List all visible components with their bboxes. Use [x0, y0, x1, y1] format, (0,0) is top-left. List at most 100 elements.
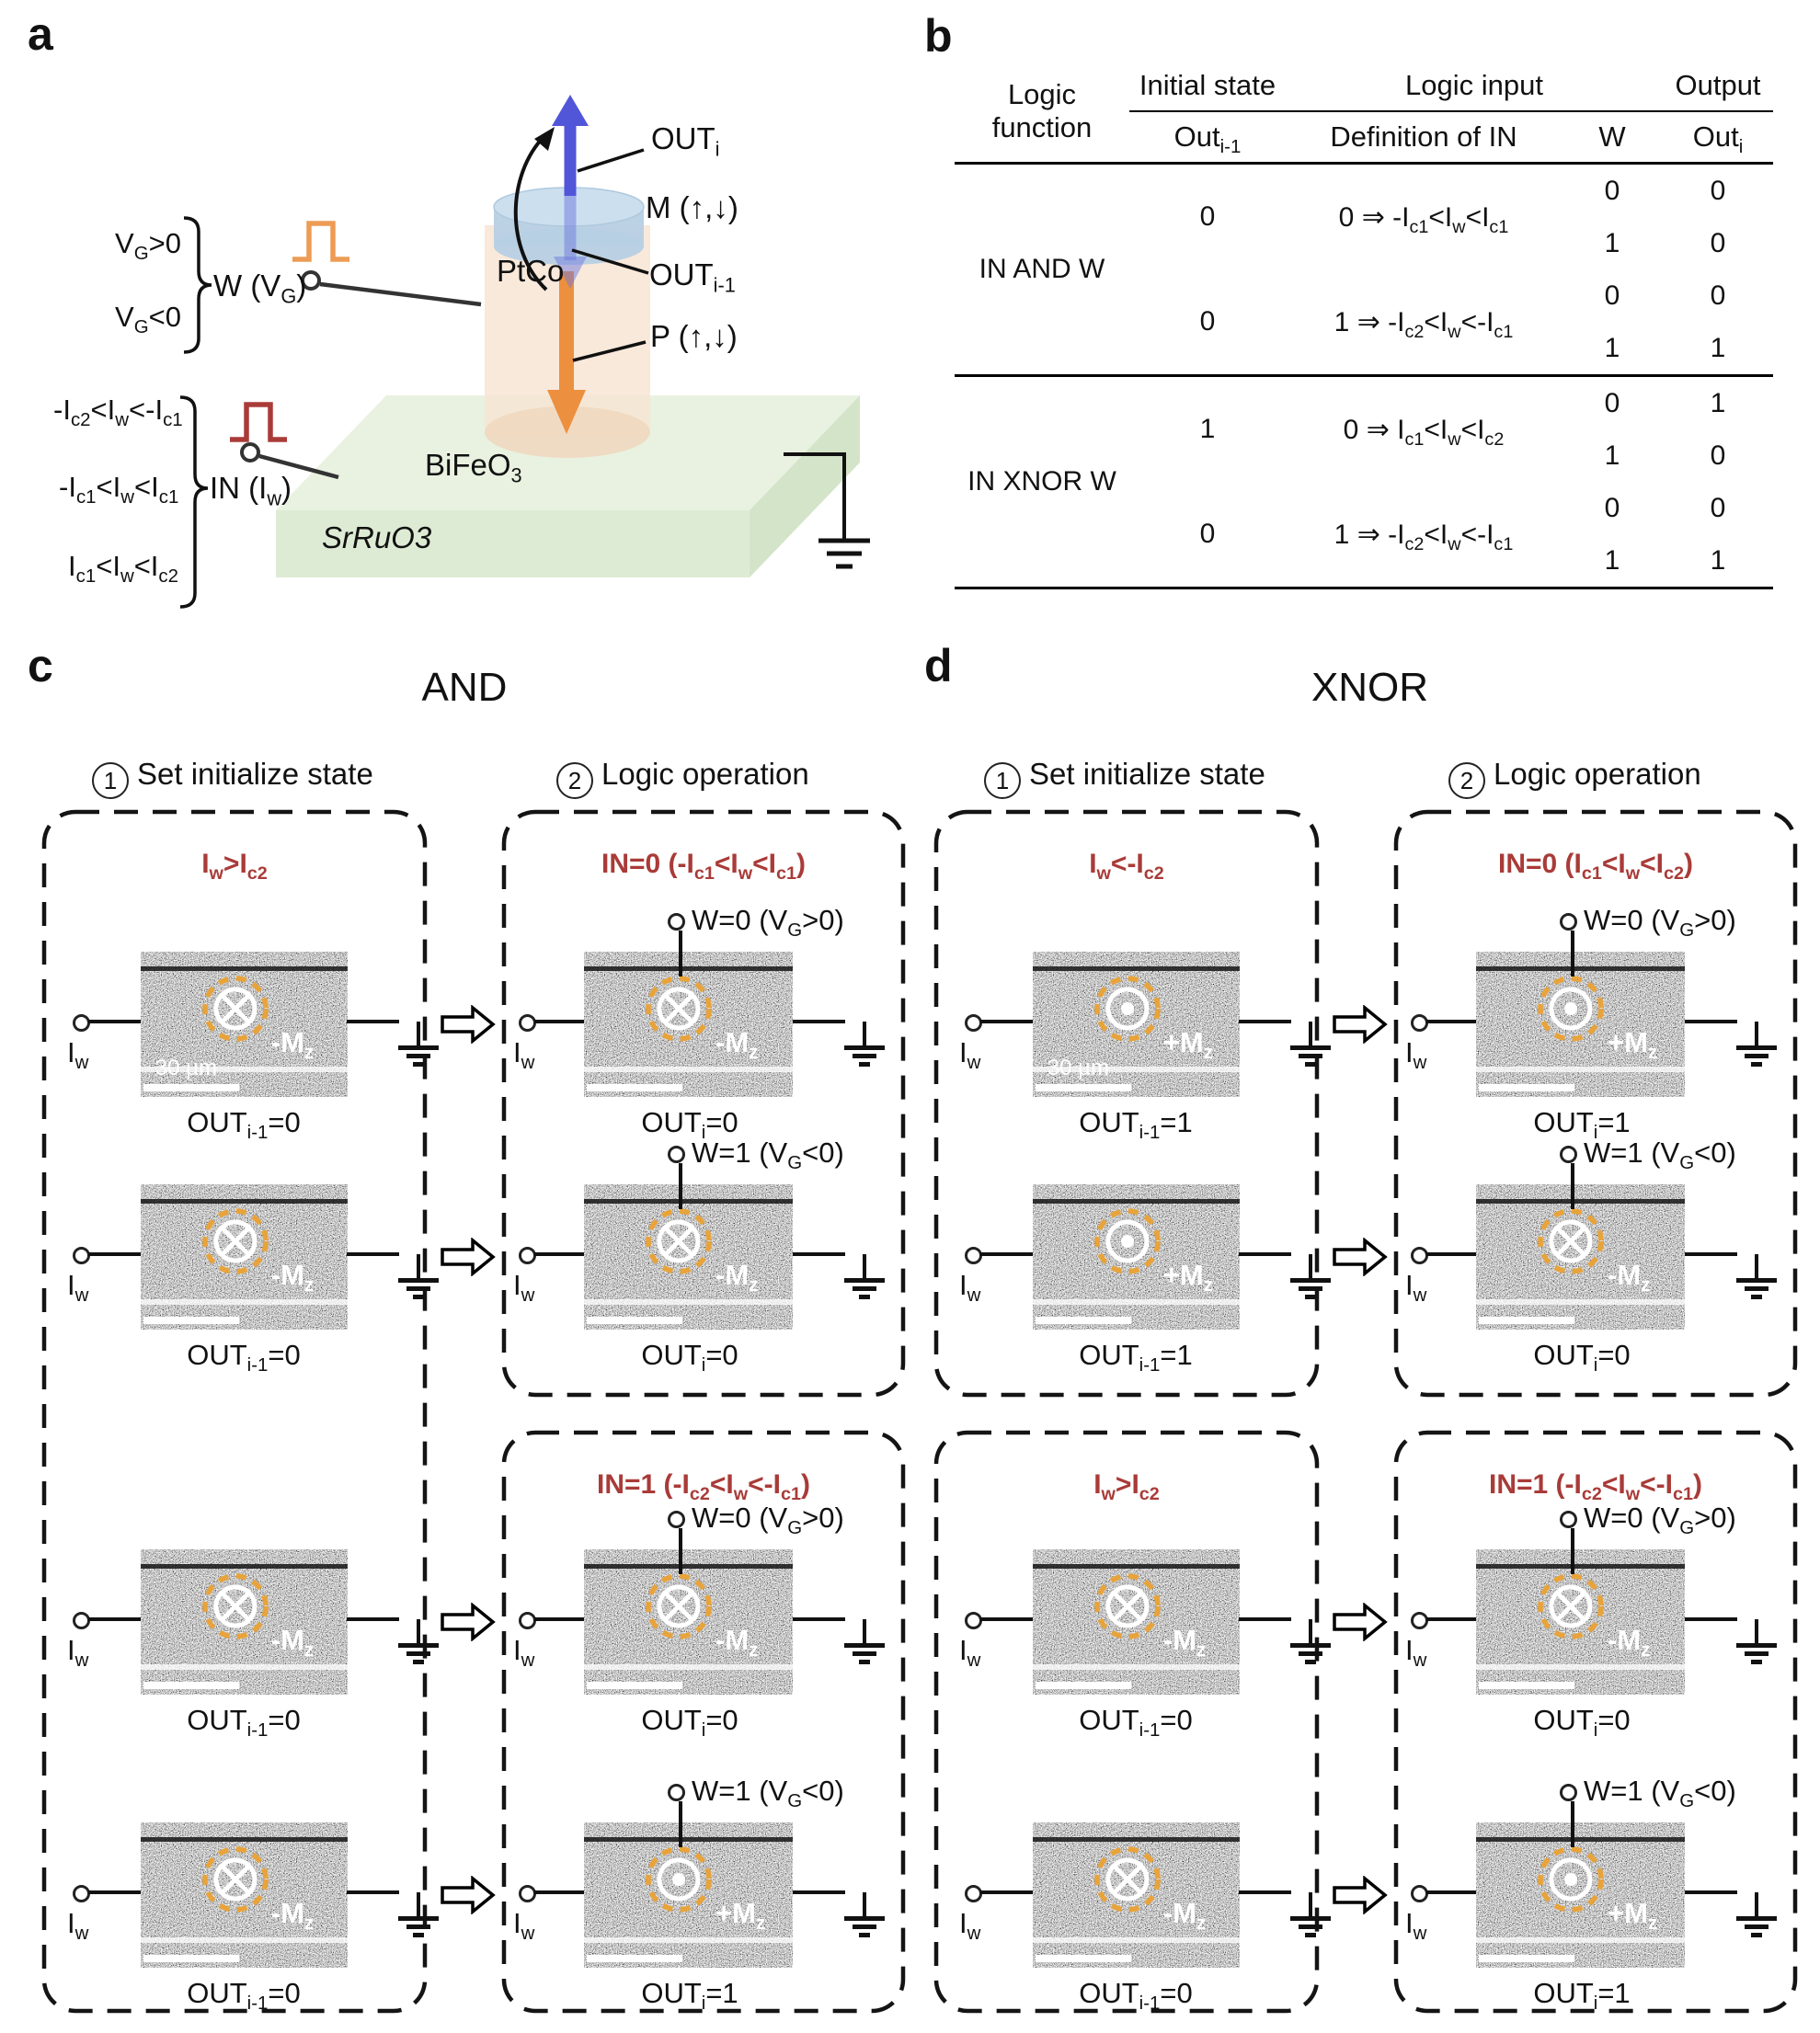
wire: [347, 1890, 399, 1894]
hall-bar-edge: [1476, 1298, 1685, 1305]
moke-image: -Mz: [584, 1184, 793, 1330]
step-arrow-icon: [441, 1603, 496, 1641]
w-label: W=1 (VG<0): [692, 1136, 844, 1174]
hall-bar-edge: [1033, 1066, 1240, 1072]
logic-cell: Iw +Mz W=1 (VG<0) OUTi=1: [513, 1775, 910, 2013]
logic-condition-header: IN=0 (Ic1<Iw<Ic2): [1497, 849, 1693, 884]
mz-label: -Mz: [715, 1025, 759, 1063]
substrate-side-face: [750, 395, 860, 577]
hall-bar-edge: [1476, 1198, 1685, 1204]
scale-bar: [1036, 1317, 1131, 1324]
output-caption: OUTi-1=1: [1079, 1339, 1193, 1376]
output-caption: OUTi-1=0: [187, 1977, 301, 2015]
mz-label: -Mz: [1608, 1623, 1651, 1661]
ground-symbol: [1290, 1254, 1333, 1300]
w-label: W=0 (VG>0): [692, 1502, 844, 1539]
step-arrow-icon: [441, 1238, 496, 1276]
function-name: IN XNOR W: [955, 374, 1129, 588]
w-wire: [1571, 1528, 1574, 1574]
wire: [347, 1020, 399, 1023]
scale-bar: [1036, 1084, 1131, 1091]
w-value: 0: [1604, 492, 1620, 523]
moke-image: +Mz: [1476, 1822, 1685, 1968]
iw-terminal: [73, 1885, 90, 1902]
switching-arrow-head: [534, 127, 555, 151]
hall-bar-edge: [1033, 1298, 1240, 1305]
hall-bar-edge: [1476, 1066, 1685, 1072]
wire: [347, 1617, 399, 1621]
init-cell: Iw -Mz 30 µm OUTi-1=0: [67, 952, 464, 1142]
init-cell: Iw -Mz OUTi-1=0: [959, 1822, 1356, 2013]
hall-bar-edge: [1033, 1663, 1240, 1670]
moke-image: +Mz: [1033, 1184, 1240, 1330]
moke-image: +Mz 30 µm: [1033, 952, 1240, 1097]
col-logic-function: Logic function: [955, 61, 1129, 165]
panel-c-and-demo: c AND 1 Set initialize state 2 Logic opera…: [28, 639, 928, 2033]
iw-label: Iw: [513, 1269, 535, 1307]
magnetization-symbol: [1094, 1846, 1161, 1913]
logic-condition-header: IN=0 (-Ic1<Iw<Ic1): [601, 849, 806, 884]
step1-header: 1 Set initialize state: [984, 757, 1265, 799]
function-name: IN AND W: [979, 254, 1105, 284]
w-terminal: [1560, 1146, 1577, 1163]
out-i-label: OUTi: [651, 121, 720, 161]
mz-label: +Mz: [715, 1896, 766, 1934]
w-terminal: [1560, 1784, 1577, 1801]
hall-bar-edge: [584, 1836, 793, 1842]
ground-symbol: [1736, 1022, 1779, 1068]
in-definition: 0 ⇒ Ic1<Iw<Ic2: [1286, 374, 1562, 482]
wire: [534, 1020, 588, 1023]
iw-label: Iw: [1405, 1036, 1427, 1074]
sub-header-row: Outi-1 Definition of IN W Outi: [955, 111, 1774, 165]
truth-table-row: 0 1 ⇒ -Ic2<Iw<-Ic1 0 0: [955, 269, 1773, 341]
write-pulse-icon: [292, 221, 349, 262]
wire: [793, 1890, 845, 1894]
truth-table-row: 1 1: [955, 534, 1773, 588]
iw-label: Iw: [959, 1269, 981, 1307]
w-value: 1: [1604, 440, 1620, 471]
moke-image: -Mz: [584, 1549, 793, 1695]
in-definition: 1 ⇒ -Ic2<Iw<-Ic1: [1334, 519, 1514, 554]
iw-terminal: [73, 1014, 90, 1032]
wire: [793, 1020, 845, 1023]
gate-brace: [183, 216, 212, 354]
w-wire: [679, 1528, 682, 1574]
scale-bar: [1479, 1955, 1575, 1962]
out-prev-value: 0: [1199, 306, 1216, 337]
w-terminal: [1560, 913, 1577, 931]
scale-bar: [1036, 1682, 1131, 1689]
hall-bar-edge: [141, 1298, 348, 1305]
ground-symbol: [1736, 1619, 1779, 1665]
w-terminal: [1560, 1511, 1577, 1528]
col-initial-state: Initial state: [1129, 61, 1286, 112]
logic-condition-header: IN=1 (-Ic2<Iw<-Ic1): [1489, 1469, 1702, 1504]
ground-symbol: [844, 1619, 887, 1665]
w-wire: [1571, 1163, 1574, 1209]
output-caption: OUTi-1=0: [187, 1106, 301, 1144]
ground-symbol: [398, 1254, 441, 1300]
output-caption: OUTi=0: [1533, 1704, 1631, 1742]
moke-image: +Mz: [584, 1822, 793, 1968]
ptco-label: PtCo: [497, 254, 565, 288]
iw-terminal: [1411, 1885, 1428, 1902]
w-value: 0: [1604, 280, 1620, 311]
iw-terminal: [965, 1612, 982, 1629]
output-caption: OUTi-1=1: [1079, 1106, 1193, 1144]
wire: [1685, 1617, 1737, 1621]
step2-label: Logic operation: [1494, 757, 1701, 791]
truth-table-row: IN AND W 0 0 ⇒ -Ic1<Iw<Ic1 0 0: [955, 164, 1773, 285]
hall-bar-edge: [584, 1198, 793, 1204]
iw-label: Iw: [67, 1907, 89, 1945]
iw-label: Iw: [1405, 1269, 1427, 1307]
w-wire: [679, 931, 682, 977]
mz-label: +Mz: [1608, 1025, 1658, 1063]
output-caption: OUTi=0: [641, 1704, 738, 1742]
scale-bar-text: 30 µm: [155, 1056, 217, 1080]
panel-label-c: c: [28, 640, 53, 691]
wire: [980, 1617, 1034, 1621]
wire: [980, 1890, 1034, 1894]
init-cell: Iw -Mz OUTi-1=0: [67, 1184, 464, 1375]
out-value: 1: [1710, 332, 1726, 363]
wire: [1685, 1890, 1737, 1894]
logic-box-outline: [501, 809, 906, 1398]
